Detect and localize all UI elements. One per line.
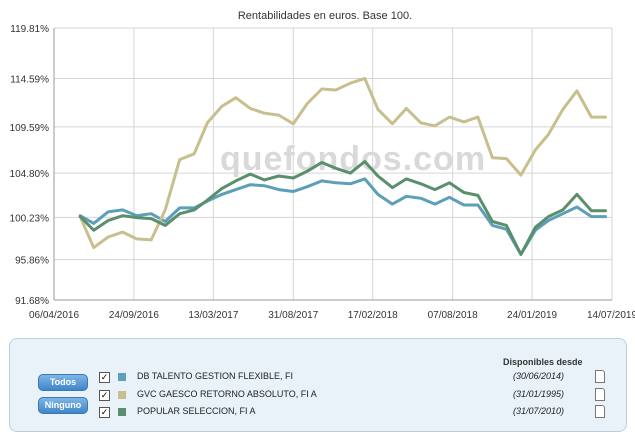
series-name: GVC GAESCO RETORNO ABSOLUTO, FI A (137, 389, 317, 399)
x-tick-label: 31/08/2017 (268, 310, 318, 321)
x-tick-label: 14/07/2019 (587, 310, 635, 321)
y-tick-label: 109.59% (10, 123, 50, 134)
y-tick-label: 91.68% (15, 296, 49, 307)
document-icon[interactable] (595, 370, 605, 383)
series-swatch (118, 373, 126, 381)
series-swatch (118, 408, 126, 416)
select-none-button[interactable]: Ninguno (38, 397, 88, 414)
series-since-date: (30/06/2014) (513, 371, 565, 381)
x-tick-label: 24/01/2019 (507, 310, 557, 321)
x-tick-label: 17/02/2018 (348, 310, 398, 321)
document-icon[interactable] (595, 388, 605, 401)
series-line-2 (78, 160, 607, 256)
legend-panel: Todos Ninguno Disponibles desde ✓ DB TAL… (9, 338, 627, 432)
y-tick-label: 104.80% (10, 169, 50, 180)
x-tick-label: 24/09/2016 (109, 310, 159, 321)
y-tick-label: 114.59% (10, 74, 49, 85)
series-checkbox-popular-seleccion[interactable]: ✓ (99, 407, 110, 418)
chart-title: Rentabilidades en euros. Base 100. (238, 10, 412, 22)
x-tick-label: 06/04/2016 (29, 310, 79, 321)
series-checkbox-db-talento[interactable]: ✓ (99, 372, 110, 383)
x-tick-label: 07/08/2018 (428, 310, 478, 321)
series-checkbox-gvc-gaesco[interactable]: ✓ (99, 390, 110, 401)
y-tick-label: 100.23% (10, 213, 50, 224)
plot-background (54, 28, 612, 300)
available-since-header: Disponibles desde (503, 357, 583, 367)
y-tick-label: 95.86% (15, 256, 49, 267)
x-tick-label: 13/03/2017 (188, 310, 238, 321)
series-name: DB TALENTO GESTION FLEXIBLE, FI (137, 371, 294, 381)
series-name: POPULAR SELECCION, FI A (137, 406, 256, 416)
series-since-date: (31/07/2010) (513, 406, 565, 416)
series-swatch (118, 391, 126, 399)
legend-row: ✓ DB TALENTO GESTION FLEXIBLE, FI (30/06… (99, 370, 619, 385)
y-tick-label: 119.81% (10, 24, 49, 35)
series-since-date: (31/01/1995) (513, 389, 565, 399)
select-all-button[interactable]: Todos (38, 374, 88, 391)
returns-line-chart: Rentabilidades en euros. Base 100. 91.68%… (10, 10, 635, 321)
legend-row: ✓ GVC GAESCO RETORNO ABSOLUTO, FI A (31/… (99, 388, 619, 403)
document-icon[interactable] (595, 405, 605, 418)
chart-area: Rentabilidades en euros. Base 100. 91.68%… (10, 10, 635, 321)
series-line-1 (78, 76, 607, 250)
legend-row: ✓ POPULAR SELECCION, FI A (31/07/2010) (99, 405, 619, 420)
